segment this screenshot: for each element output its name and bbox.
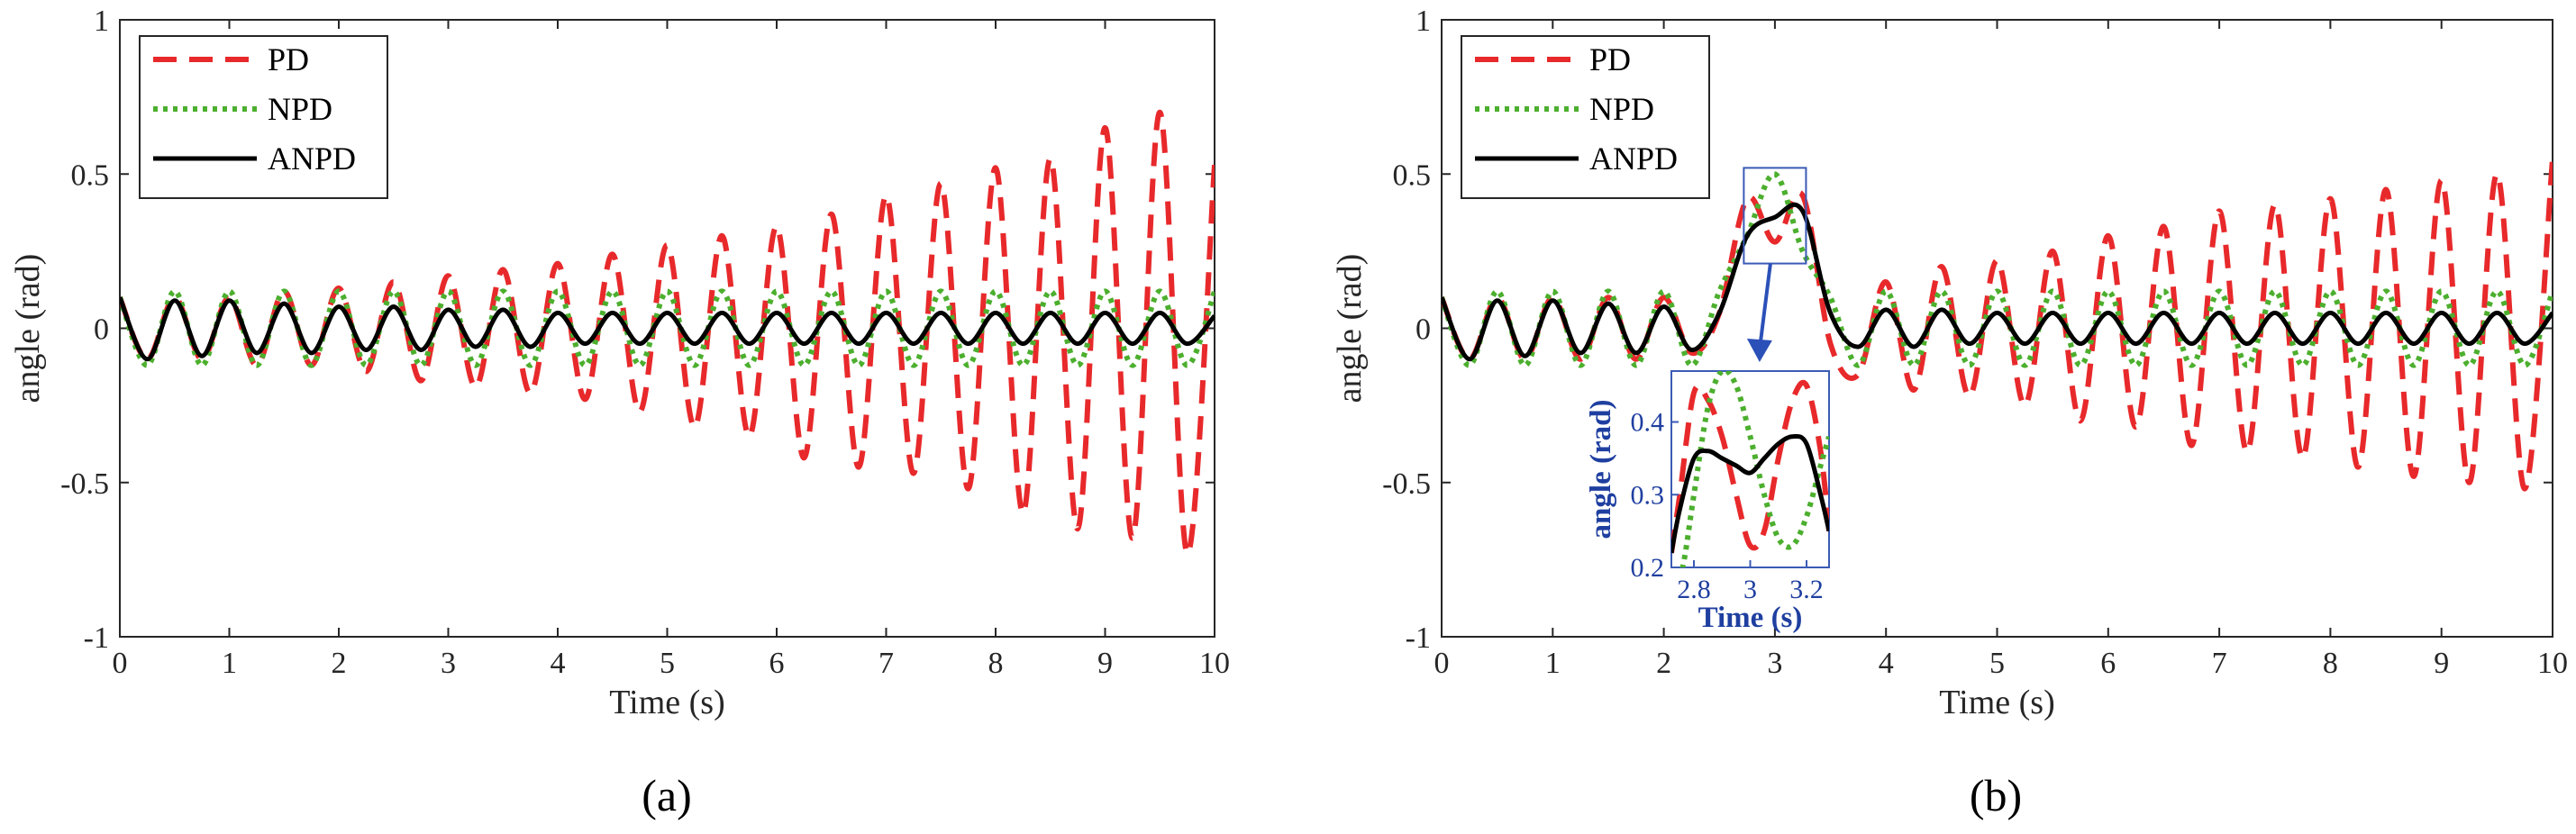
x-axis-label: Time (s) bbox=[609, 684, 724, 721]
caption-b: (b) bbox=[1970, 770, 2022, 820]
x-tick-label: 10 bbox=[1199, 647, 1230, 680]
inset-x-tick-label: 3 bbox=[1743, 575, 1757, 604]
inset-series-line-anpd bbox=[1671, 433, 1829, 554]
x-tick-label: 1 bbox=[222, 647, 237, 680]
x-tick-label: 3 bbox=[441, 647, 456, 680]
x-tick-label: 7 bbox=[2212, 647, 2227, 680]
x-axis-label: Time (s) bbox=[1939, 684, 2054, 721]
inset-series-line-npd bbox=[1679, 371, 1829, 567]
inset-y-tick-label: 0.2 bbox=[1631, 553, 1665, 583]
series-group bbox=[120, 109, 1215, 557]
inset-series-group bbox=[1671, 371, 1829, 567]
series-line-anpd bbox=[1442, 202, 2553, 362]
zoom-inset: 2.8 3 3.2 0.2 0.3 0.4 Time (s) angle (rad) bbox=[1585, 167, 1830, 634]
legend: PD NPD ANPD bbox=[139, 35, 388, 199]
zoom-region-box bbox=[1743, 167, 1807, 265]
x-tick-label: 6 bbox=[769, 647, 785, 680]
x-tick-label: 5 bbox=[660, 647, 675, 680]
inset-y-tick-label: 0.3 bbox=[1631, 480, 1665, 510]
series-line-npd bbox=[1442, 171, 2553, 368]
y-tick-label: 0 bbox=[94, 313, 109, 347]
x-tick-label: 0 bbox=[1434, 647, 1450, 680]
x-tick-label: 4 bbox=[1879, 647, 1894, 680]
x-tick-label: 10 bbox=[2537, 647, 2568, 680]
x-tick-label: 8 bbox=[2323, 647, 2338, 680]
y-tick-label: -0.5 bbox=[1382, 467, 1431, 501]
x-tick-label: 3 bbox=[1767, 647, 1782, 680]
x-tick-label: 6 bbox=[2100, 647, 2116, 680]
inset-series-line-pd bbox=[1671, 379, 1829, 554]
x-tick-label: 9 bbox=[1097, 647, 1113, 680]
y-axis-label: angle (rad) bbox=[1331, 254, 1369, 403]
series-group bbox=[1442, 158, 2553, 492]
legend-label: ANPD bbox=[268, 141, 356, 177]
y-tick-label: 1 bbox=[1415, 5, 1431, 38]
legend-label: PD bbox=[268, 41, 309, 77]
y-tick-label: -0.5 bbox=[60, 467, 109, 501]
zoom-arrow-head bbox=[1746, 339, 1772, 362]
legend-label: PD bbox=[1589, 41, 1631, 77]
y-axis-label: angle (rad) bbox=[9, 254, 47, 403]
inset-x-tick-label: 3.2 bbox=[1789, 575, 1824, 604]
x-tick-label: 4 bbox=[551, 647, 566, 680]
x-tick-label: 2 bbox=[1656, 647, 1671, 680]
x-tick-label: 1 bbox=[1545, 647, 1561, 680]
chart-panel-b: 0 1 2 3 4 5 6 7 8 9 10 -1 -0.5 0 0.5 1 Time (s) angle (ra… bbox=[1331, 5, 2568, 721]
legend-box bbox=[1461, 35, 1710, 199]
x-tick-label: 2 bbox=[332, 647, 347, 680]
x-tick-label: 5 bbox=[1989, 647, 2005, 680]
y-tick-label: 1 bbox=[94, 5, 109, 38]
x-tick-label: 8 bbox=[988, 647, 1004, 680]
zoom-arrow bbox=[1757, 263, 1772, 350]
legend-box bbox=[139, 35, 388, 199]
series-line-pd bbox=[1442, 158, 2553, 492]
inset-y-axis-label: angle (rad) bbox=[1585, 400, 1617, 539]
y-tick-label: -1 bbox=[1406, 621, 1431, 655]
y-tick-label: 0.5 bbox=[1393, 159, 1432, 192]
chart-panel-a: 0 1 2 3 4 5 6 7 8 9 10 -1 -0.5 0 0.5 1 Time (s) angle (ra… bbox=[9, 5, 1230, 721]
x-tick-label: 0 bbox=[113, 647, 128, 680]
y-tick-label: -1 bbox=[84, 621, 109, 655]
legend-label: NPD bbox=[268, 91, 332, 127]
x-tick-label: 7 bbox=[878, 647, 894, 680]
legend-label: NPD bbox=[1589, 91, 1654, 127]
x-tick-label: 9 bbox=[2434, 647, 2449, 680]
inset-x-tick-label: 2.8 bbox=[1677, 575, 1711, 604]
y-tick-label: 0.5 bbox=[71, 159, 110, 192]
series-line-anpd bbox=[120, 296, 1215, 362]
legend-label: ANPD bbox=[1589, 141, 1678, 177]
caption-a: (a) bbox=[642, 770, 692, 820]
y-tick-label: 0 bbox=[1415, 313, 1431, 347]
legend: PD NPD ANPD bbox=[1461, 35, 1710, 199]
inset-y-tick-label: 0.4 bbox=[1631, 408, 1665, 438]
inset-x-axis-label: Time (s) bbox=[1698, 602, 1803, 634]
